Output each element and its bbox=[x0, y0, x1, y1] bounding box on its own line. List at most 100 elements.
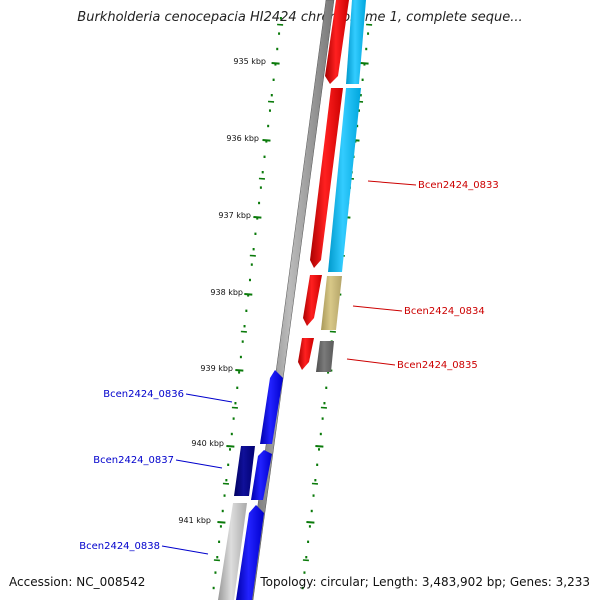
tick-dot bbox=[303, 571, 306, 574]
tick-dot bbox=[279, 17, 282, 20]
tick-dot bbox=[317, 448, 320, 451]
tick-dot bbox=[258, 201, 261, 205]
tick-dot bbox=[307, 540, 310, 543]
tick-dot bbox=[314, 479, 317, 482]
tick-dot bbox=[214, 571, 217, 574]
cds-feature-0834[interactable] bbox=[321, 276, 342, 330]
tick-dot bbox=[243, 325, 246, 328]
major-tick bbox=[262, 139, 271, 142]
gene-feature-0833-b[interactable] bbox=[310, 88, 343, 268]
leader-line-0834 bbox=[352, 305, 403, 312]
tick-dot bbox=[310, 509, 313, 513]
tick-dot bbox=[274, 63, 277, 66]
gene-feature-0833[interactable] bbox=[325, 0, 349, 84]
gene-label-0833[interactable]: Bcen2424_0833 bbox=[418, 180, 499, 191]
tick-dot bbox=[265, 140, 268, 143]
tick-dot bbox=[325, 386, 328, 389]
tick-dot bbox=[308, 525, 311, 528]
tick-dot bbox=[254, 232, 257, 235]
tick-dot bbox=[268, 109, 271, 112]
tick-dot bbox=[272, 78, 275, 81]
leader-line-0837 bbox=[175, 459, 223, 469]
tick-dot bbox=[356, 124, 359, 128]
cds-feature-0833[interactable] bbox=[346, 0, 366, 84]
leader-line-0833 bbox=[367, 180, 417, 186]
tick-dot bbox=[357, 109, 360, 112]
tick-dot bbox=[316, 463, 319, 466]
tick-dot bbox=[327, 371, 330, 374]
tick-dot bbox=[301, 586, 304, 590]
tick-dot bbox=[250, 263, 253, 266]
major-tick bbox=[217, 521, 226, 524]
tick-dot bbox=[228, 448, 231, 451]
tick-dot bbox=[252, 248, 255, 251]
tick-dot bbox=[227, 463, 230, 466]
gene-label-0836[interactable]: Bcen2424_0836 bbox=[103, 389, 184, 400]
gene-label-0835[interactable]: Bcen2424_0835 bbox=[397, 360, 478, 371]
tick-label-939: 939 kbp bbox=[200, 364, 233, 373]
tick-label-936: 936 kbp bbox=[226, 134, 259, 143]
tick-dot bbox=[365, 47, 368, 51]
gene-label-0838[interactable]: Bcen2424_0838 bbox=[79, 541, 160, 552]
chromosome-backbone bbox=[244, 0, 335, 600]
major-tick bbox=[235, 369, 244, 372]
tick-dot bbox=[323, 402, 326, 405]
tick-dot bbox=[256, 217, 259, 220]
topology-summary: Topology: circular; Length: 3,483,902 bp… bbox=[260, 575, 590, 589]
cds-feature-0835[interactable] bbox=[316, 341, 334, 372]
tick-dot bbox=[367, 32, 370, 35]
tick-dot bbox=[361, 78, 364, 81]
tick-dot bbox=[312, 494, 315, 497]
gene-label-0834[interactable]: Bcen2424_0834 bbox=[404, 306, 485, 317]
tick-dot bbox=[267, 124, 270, 128]
tick-dot bbox=[263, 155, 266, 158]
gene-feature-0834[interactable] bbox=[303, 275, 322, 326]
tick-dot bbox=[216, 556, 219, 559]
map-title: Burkholderia cenocepacia HI2424 chromoso… bbox=[77, 10, 523, 25]
major-tick bbox=[315, 445, 324, 448]
gene-feature-0837[interactable] bbox=[251, 450, 272, 500]
cds-feature-0838[interactable] bbox=[218, 503, 247, 600]
tick-dot bbox=[259, 186, 262, 189]
tick-dot bbox=[245, 309, 248, 312]
tick-dot bbox=[321, 417, 324, 420]
tick-dot bbox=[232, 417, 235, 420]
gene-feature-0835[interactable] bbox=[298, 338, 314, 370]
gene-feature-0836[interactable] bbox=[260, 370, 283, 444]
major-tick bbox=[306, 521, 315, 524]
tick-dot bbox=[239, 355, 242, 359]
tick-dot bbox=[230, 432, 233, 436]
tick-dot bbox=[247, 294, 250, 297]
tick-dot bbox=[359, 94, 362, 97]
cds-feature-0833-b[interactable] bbox=[328, 88, 361, 272]
tick-dot bbox=[319, 432, 322, 436]
tick-dot bbox=[234, 402, 237, 405]
gene-label-0837[interactable]: Bcen2424_0837 bbox=[93, 455, 174, 466]
tick-label-940: 940 kbp bbox=[191, 439, 224, 448]
tick-dot bbox=[241, 340, 244, 343]
tick-dot bbox=[238, 371, 241, 374]
leader-line-0835 bbox=[346, 358, 396, 366]
tick-dot bbox=[225, 479, 228, 482]
leader-line-0838 bbox=[161, 545, 209, 555]
tick-label-937: 937 kbp bbox=[218, 211, 251, 220]
cds-feature-0837[interactable] bbox=[234, 446, 255, 496]
tick-dot bbox=[221, 509, 224, 513]
tick-label-935: 935 kbp bbox=[233, 57, 266, 66]
tick-label-938: 938 kbp bbox=[210, 288, 243, 297]
tick-dot bbox=[218, 540, 221, 543]
tick-dot bbox=[276, 47, 279, 51]
major-tick bbox=[226, 445, 235, 448]
tick-dot bbox=[305, 556, 308, 559]
tick-dot bbox=[223, 494, 226, 497]
leader-line-0836 bbox=[185, 393, 233, 403]
gene-feature-0838[interactable] bbox=[236, 505, 264, 600]
major-tick bbox=[253, 216, 262, 219]
tick-dot bbox=[236, 386, 239, 389]
tick-dot bbox=[278, 32, 281, 35]
tick-dot bbox=[212, 586, 215, 590]
accession-text: Accession: NC_008542 bbox=[9, 575, 146, 589]
tick-dot bbox=[248, 278, 251, 282]
